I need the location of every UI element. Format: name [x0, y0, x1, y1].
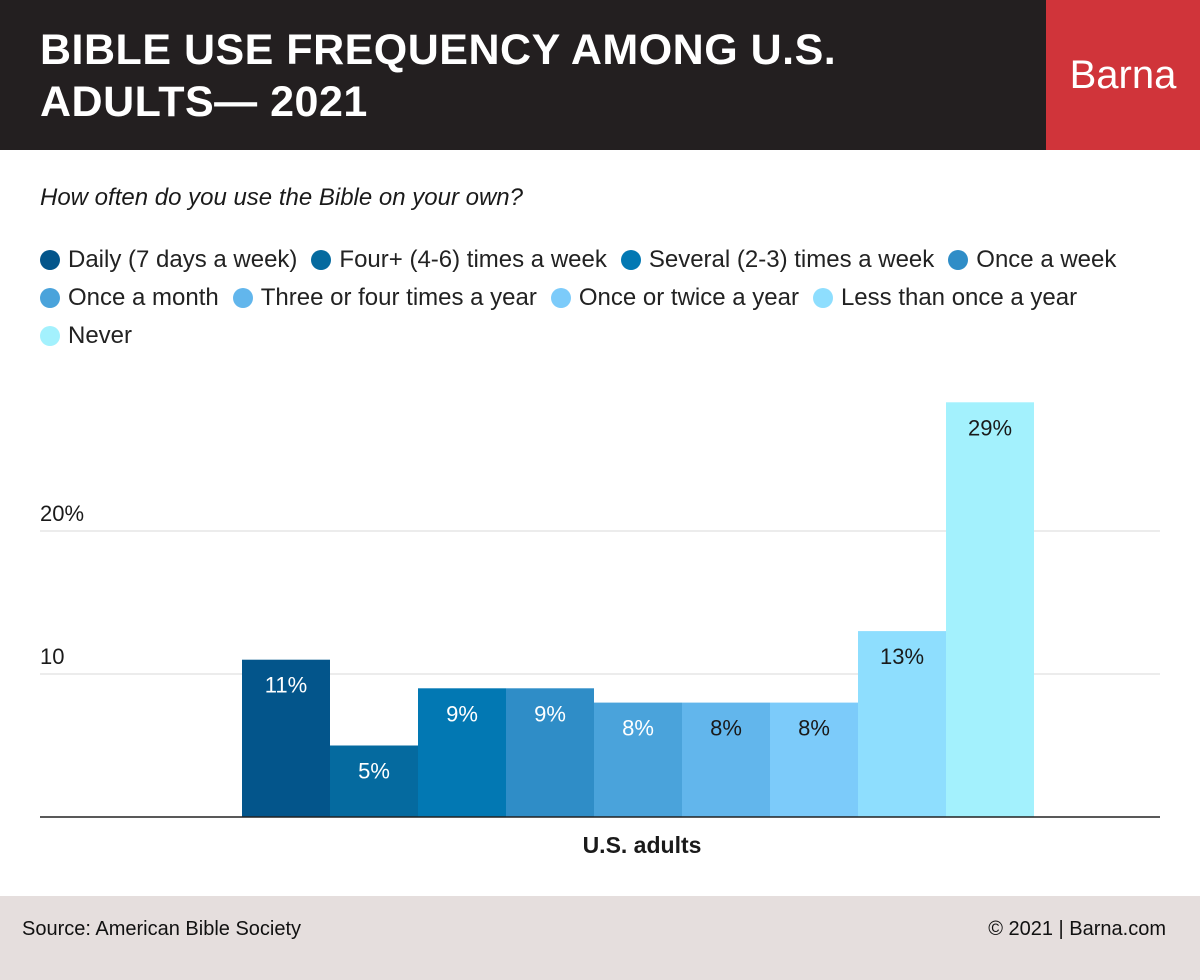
legend-item: Never [40, 324, 132, 348]
legend-swatch-icon [40, 288, 60, 308]
x-category-label: U.S. adults [583, 832, 702, 858]
source-text: Source: American Bible Society [22, 918, 302, 940]
legend-item: Once a month [40, 286, 219, 310]
legend-item: Once a week [948, 248, 1116, 272]
legend-label: Once a month [68, 284, 219, 311]
bar [418, 688, 506, 817]
legend-item: Three or four times a year [232, 284, 537, 311]
data-label: 9% [534, 701, 566, 726]
survey-question: How often do you use the Bible on your o… [40, 184, 523, 211]
legend-swatch-icon [550, 288, 571, 308]
legend-swatch-icon [40, 326, 60, 346]
legend-label: Less than once a year [840, 284, 1078, 311]
legend-label: Never [68, 322, 133, 349]
bar [506, 688, 594, 817]
footer: Source: American Bible Society © 2021 | … [0, 896, 1200, 980]
legend-label: Once or twice a year [578, 284, 799, 311]
legend-item: Several (2-3) times a week [620, 246, 935, 273]
legend-swatch-icon [620, 250, 641, 270]
legend-swatch-icon [812, 288, 833, 308]
legend-item: Daily (7 days a week) [40, 248, 297, 272]
legend-swatch-icon [232, 288, 253, 308]
data-label: 13% [880, 644, 924, 669]
bar-chart: 10 20% 11% 5% 9% 9% 8% 8% 8% 13% 29% U.S. adults [40, 402, 1160, 858]
legend-label: Three or four times a year [260, 284, 537, 311]
legend-label: Four+ (4-6) times a week [339, 246, 607, 273]
legend-item: Less than once a year [812, 284, 1078, 311]
header: BIBLE USE FREQUENCY AMONG U.S. ADULTS— 2… [0, 0, 1200, 150]
data-label: 8% [798, 716, 830, 741]
legend-swatch-icon [948, 250, 969, 270]
legend-swatch-icon [311, 250, 332, 270]
y-tick-label: 10 [40, 644, 64, 669]
legend-item: Once or twice a year [550, 284, 799, 311]
brand-logo[interactable]: Barna [1046, 0, 1200, 150]
bar [330, 745, 418, 817]
data-label: 11% [265, 673, 307, 698]
copyright-text[interactable]: © 2021 | Barna.com [988, 918, 1166, 940]
legend-label: Several (2-3) times a week [648, 246, 935, 273]
bar [682, 702, 770, 817]
legend-label: Once a week [976, 246, 1117, 273]
bar [242, 659, 330, 817]
data-label: 8% [622, 716, 654, 741]
data-label: 8% [710, 716, 742, 741]
legend-item: Four+ (4-6) times a week [311, 246, 607, 273]
chart-legend: Daily (7 days a week) Four+ (4-6) times a… [40, 248, 1170, 348]
legend-swatch-icon [40, 250, 60, 270]
data-label: 9% [446, 701, 478, 726]
data-label: 29% [968, 415, 1012, 440]
bar [770, 702, 858, 817]
legend-label: Daily (7 days a week) [68, 246, 298, 273]
bar [594, 702, 682, 817]
y-tick-label: 20% [40, 501, 84, 526]
bar [946, 402, 1034, 817]
page-title: BIBLE USE FREQUENCY AMONG U.S. ADULTS— 2… [40, 26, 837, 126]
data-label: 5% [358, 759, 390, 784]
bar [858, 631, 946, 817]
